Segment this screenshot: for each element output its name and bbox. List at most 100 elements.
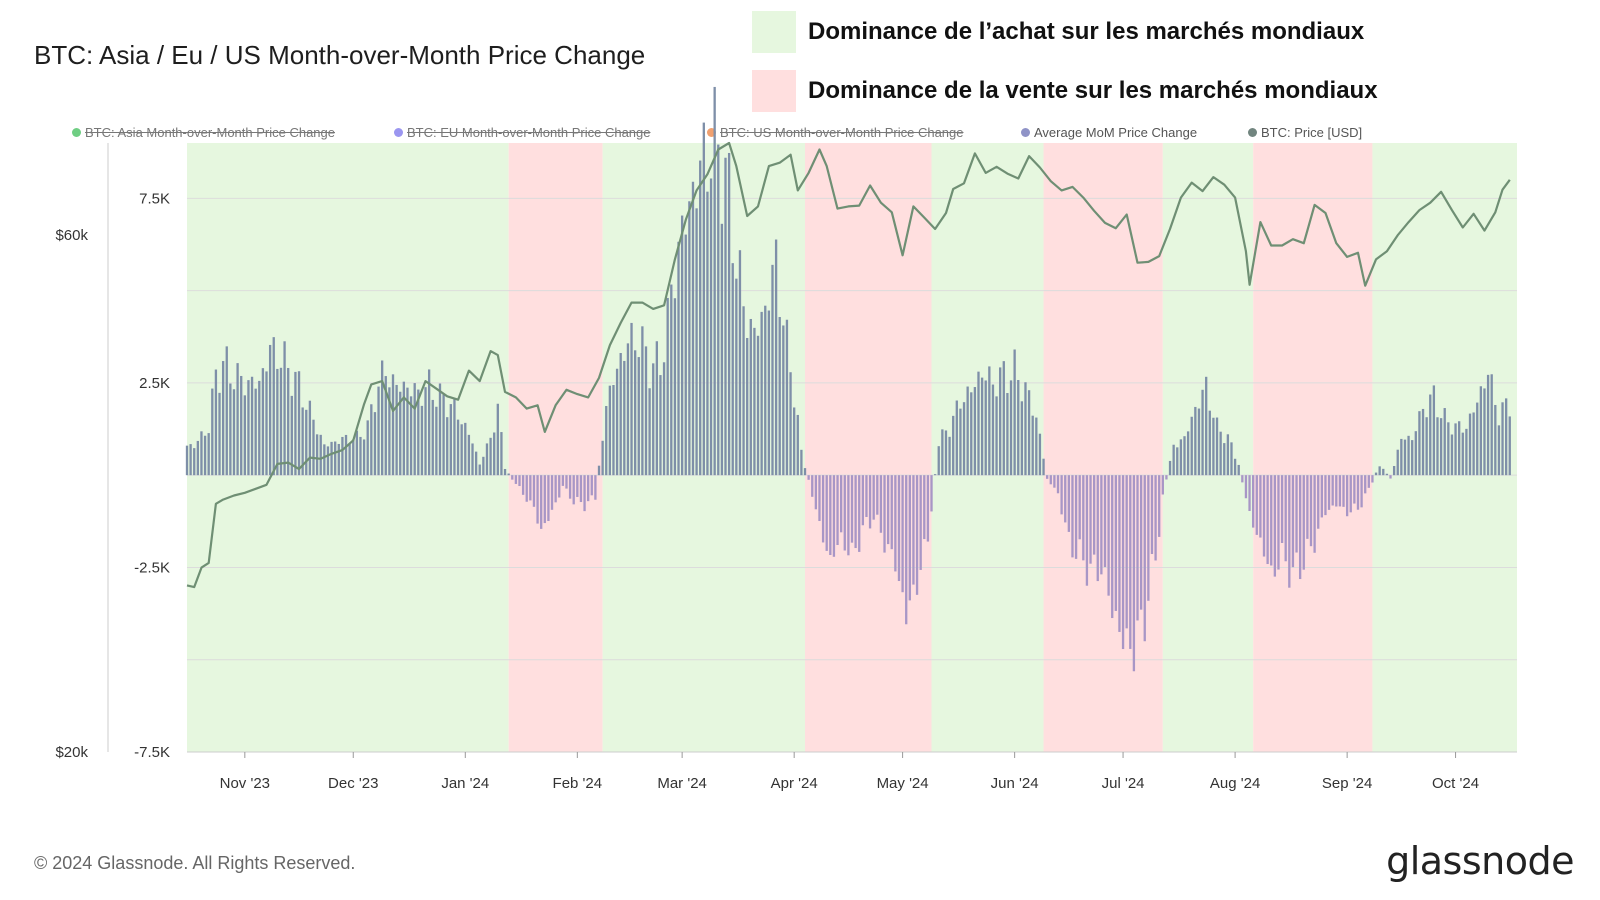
average-mom-bar (829, 475, 832, 555)
average-mom-bar (1074, 475, 1078, 559)
average-mom-bar (623, 360, 626, 476)
average-mom-bar (287, 367, 290, 476)
average-mom-bar (594, 475, 597, 500)
average-mom-bar (1215, 417, 1219, 476)
average-mom-bar (1389, 475, 1392, 479)
average-mom-bar (1190, 416, 1193, 476)
average-mom-bar (850, 475, 854, 543)
average-mom-bar (435, 406, 438, 476)
average-mom-bar (1497, 425, 1501, 476)
average-mom-bar (1385, 473, 1389, 476)
x-axis-tick-label: Apr '24 (771, 775, 818, 792)
average-mom-bar (1150, 475, 1154, 555)
legend-label-eu: BTC: EU Month-over-Month Price Change (407, 125, 651, 140)
average-mom-bar (633, 350, 637, 476)
average-mom-bar (290, 395, 293, 476)
average-mom-bar (879, 475, 883, 533)
average-mom-bar (543, 475, 546, 524)
average-mom-bar (193, 448, 196, 476)
average-mom-bar (901, 475, 904, 593)
legend-item-eu-mom[interactable]: BTC: EU Month-over-Month Price Change (394, 125, 650, 140)
average-mom-bar (1046, 475, 1049, 479)
average-mom-bar (1364, 475, 1367, 494)
average-mom-bar (485, 443, 489, 476)
legend-item-us-mom[interactable]: BTC: US Month-over-Month Price Change (707, 125, 963, 140)
average-mom-bar (243, 395, 246, 476)
average-mom-bar (590, 475, 593, 496)
average-mom-bar (937, 446, 940, 476)
copyright-notice: © 2024 Glassnode. All Rights Reserved. (34, 853, 356, 873)
average-mom-bar (782, 325, 785, 476)
average-mom-bar (930, 475, 933, 512)
average-mom-bar (427, 369, 431, 476)
average-mom-bar (1443, 408, 1446, 476)
average-mom-bar (724, 157, 727, 476)
average-mom-bar (1197, 408, 1201, 476)
average-mom-bar (868, 475, 872, 529)
average-mom-bar (742, 306, 745, 476)
average-mom-bar (258, 380, 261, 476)
average-mom-bar (952, 415, 955, 476)
average-mom-bar (1183, 436, 1186, 476)
sell-dominance-callout: Dominance de la vente sur les marchés mo… (752, 70, 1378, 112)
average-mom-bar (576, 475, 579, 497)
average-mom-bar (550, 475, 554, 510)
average-mom-bar (500, 432, 503, 476)
average-mom-bar (1461, 432, 1464, 476)
x-axis-tick-label: Jan '24 (441, 775, 489, 792)
average-mom-bar (1121, 475, 1125, 650)
average-mom-bar (464, 422, 467, 476)
average-mom-bar (1345, 475, 1349, 517)
average-mom-bar (706, 191, 709, 476)
legend-item-asia-mom[interactable]: BTC: Asia Month-over-Month Price Change (72, 125, 335, 140)
average-mom-bar (955, 400, 958, 476)
average-mom-bar (370, 404, 373, 476)
btc-price-line (186, 141, 1511, 589)
average-mom-bar (1266, 475, 1269, 565)
average-mom-bar (699, 160, 702, 476)
average-mom-bar (767, 310, 771, 476)
average-mom-bar (1465, 428, 1468, 476)
average-mom-bar (995, 396, 998, 476)
average-mom-bar (1244, 475, 1248, 499)
average-mom-bar (1179, 439, 1183, 476)
average-mom-bar (1136, 475, 1139, 621)
average-mom-bar (771, 264, 774, 476)
average-mom-bar (1143, 475, 1146, 642)
regime-band-sell (508, 143, 603, 752)
average-mom-bar (496, 403, 499, 476)
average-mom-bar (1100, 475, 1103, 575)
average-mom-bar (268, 344, 272, 476)
average-mom-bar (1114, 475, 1117, 611)
average-mom-bar (749, 318, 752, 476)
average-mom-bar (1186, 431, 1190, 476)
average-mom-bar (337, 443, 340, 476)
average-mom-bar (619, 353, 622, 476)
average-mom-bar (973, 387, 977, 476)
average-mom-bar (446, 417, 449, 476)
average-mom-bar (1371, 475, 1374, 483)
average-mom-bar (644, 346, 648, 476)
average-mom-bar (1009, 380, 1013, 476)
average-mom-bar (821, 475, 825, 543)
average-mom-bar (1176, 447, 1179, 476)
legend-label-average: Average MoM Price Change (1034, 125, 1198, 140)
legend-item-btc-price[interactable]: BTC: Price [USD] (1248, 125, 1362, 140)
average-mom-bar (1273, 475, 1277, 577)
average-mom-bar (1490, 374, 1493, 476)
average-mom-bar (449, 404, 452, 476)
average-mom-bar (948, 436, 951, 476)
average-mom-bar (511, 475, 514, 480)
average-mom-bar (1035, 417, 1038, 476)
legend-label-asia: BTC: Asia Month-over-Month Price Change (85, 125, 335, 140)
average-mom-bar (1020, 401, 1024, 476)
average-mom-bar (399, 391, 402, 476)
average-mom-bar (1219, 431, 1222, 476)
average-mom-bar (308, 400, 312, 476)
average-mom-bar (1237, 464, 1240, 476)
average-mom-bar (1006, 393, 1009, 476)
x-axis-tick-label: Aug '24 (1210, 775, 1260, 792)
legend-item-average-mom[interactable]: Average MoM Price Change (1021, 125, 1197, 140)
average-mom-bar (1425, 417, 1428, 476)
average-mom-bar (409, 396, 413, 476)
